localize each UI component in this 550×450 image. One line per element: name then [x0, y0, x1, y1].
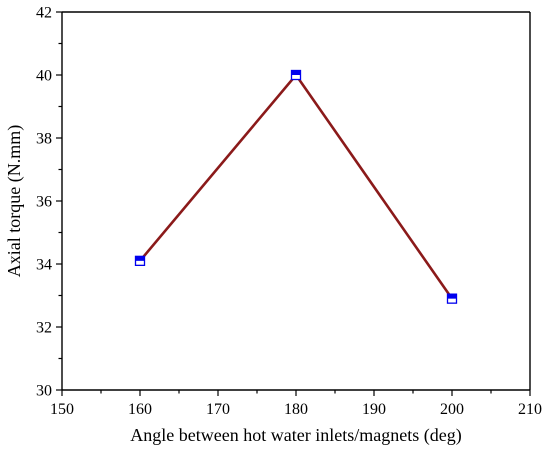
data-point [134, 255, 146, 267]
x-tick-label: 190 [362, 401, 386, 418]
x-tick-label: 160 [128, 401, 152, 418]
y-tick-label: 42 [36, 5, 52, 22]
marker-fill [447, 294, 457, 299]
ticks: 150 160 170 180 190 200 210 30 32 34 36 38 40 42 [36, 5, 542, 419]
y-tick-label: 40 [36, 68, 52, 85]
marker-fill [135, 256, 145, 261]
x-tick-label: 210 [518, 401, 542, 418]
series-line [139, 72, 454, 300]
x-axis-title: Angle between hot water inlets/magnets (… [130, 425, 461, 446]
y-axis-title: Axial torque (N.mm) [4, 125, 25, 277]
x-tick-label: 180 [284, 401, 308, 418]
y-tick-label: 38 [36, 131, 52, 148]
marker-fill [291, 70, 301, 75]
series [134, 69, 458, 304]
x-tick-label: 150 [50, 401, 74, 418]
y-tick-label: 32 [36, 320, 52, 337]
x-tick-label: 170 [206, 401, 230, 418]
axes [61, 11, 531, 391]
x-tick-label: 200 [440, 401, 464, 418]
y-tick-label: 30 [36, 383, 52, 400]
data-point [446, 293, 458, 304]
data-point [290, 69, 302, 81]
y-tick-label: 34 [36, 257, 52, 274]
y-tick-label: 36 [36, 194, 52, 211]
